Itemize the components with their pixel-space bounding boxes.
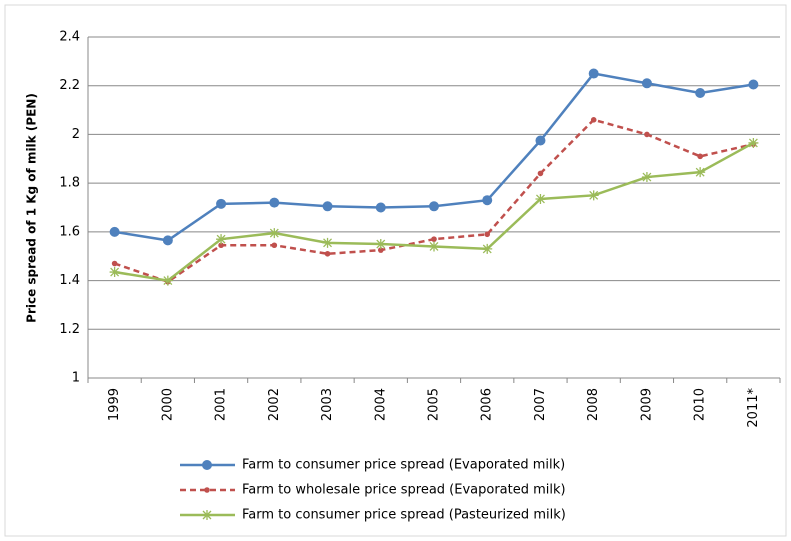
- point-marker: [322, 237, 333, 248]
- legend-marker: [202, 510, 212, 520]
- point-marker: [588, 190, 599, 201]
- point-marker: [271, 242, 278, 249]
- point-marker: [111, 260, 118, 267]
- x-tick-label: 1999: [107, 388, 122, 421]
- point-marker: [641, 78, 652, 89]
- point-marker: [216, 198, 227, 209]
- x-tick-label: 2004: [373, 388, 388, 421]
- point-marker: [429, 201, 439, 212]
- point-marker: [482, 195, 493, 206]
- point-marker: [216, 234, 227, 245]
- point-marker: [748, 137, 759, 148]
- point-marker: [588, 68, 599, 79]
- point-marker: [695, 88, 706, 99]
- legend-label: Farm to wholesale price spread (Evaporat…: [242, 483, 566, 498]
- point-marker: [429, 241, 439, 252]
- point-marker: [641, 172, 652, 183]
- point-marker: [162, 235, 173, 246]
- point-marker: [377, 247, 384, 253]
- x-tick-label: 2007: [533, 388, 548, 421]
- point-marker: [375, 202, 386, 213]
- point-marker: [324, 250, 331, 257]
- point-marker: [109, 267, 120, 278]
- point-marker: [218, 242, 224, 249]
- x-tick-label: 2010: [693, 388, 708, 421]
- point-marker: [482, 243, 493, 254]
- chart-frame: [4, 4, 787, 537]
- x-tick-label: 2011*: [746, 388, 761, 428]
- point-marker: [535, 193, 546, 204]
- y-tick-label: 2: [72, 127, 80, 142]
- y-tick-label: 2.4: [59, 30, 80, 45]
- x-tick-label: 2000: [160, 388, 175, 421]
- point-marker: [535, 135, 546, 146]
- x-tick-label: 2009: [639, 388, 654, 421]
- point-marker: [695, 167, 706, 178]
- x-tick-label: 2002: [267, 388, 282, 421]
- y-tick-label: 2.2: [59, 78, 80, 93]
- y-tick-label: 1: [72, 371, 80, 386]
- x-tick-label: 2008: [586, 388, 601, 421]
- point-marker: [644, 131, 650, 138]
- point-marker: [269, 228, 280, 239]
- legend-label: Farm to consumer price spread (Evaporate…: [242, 458, 565, 473]
- x-tick-label: 2006: [480, 388, 495, 421]
- y-tick-label: 1.4: [59, 273, 80, 288]
- point-marker: [748, 79, 759, 90]
- legend-label: Farm to consumer price spread (Pasteuriz…: [242, 508, 566, 523]
- point-marker: [431, 236, 437, 242]
- point-marker: [269, 197, 280, 208]
- point-marker: [697, 153, 703, 160]
- point-marker: [484, 231, 491, 238]
- y-tick-label: 1.8: [59, 176, 80, 191]
- point-marker: [590, 117, 597, 123]
- x-tick-label: 2003: [320, 388, 335, 421]
- x-tick-label: 2001: [214, 388, 229, 421]
- point-marker: [322, 201, 333, 212]
- point-marker: [537, 170, 544, 177]
- legend-marker: [202, 460, 212, 470]
- y-axis-label: Price spread of 1 Kg of milk (PEN): [25, 93, 39, 323]
- legend-marker: [204, 487, 210, 493]
- point-marker: [162, 275, 173, 286]
- x-tick-label: 2005: [427, 388, 442, 421]
- y-tick-label: 1.6: [59, 224, 80, 239]
- point-marker: [109, 226, 120, 237]
- y-tick-label: 1.2: [59, 322, 80, 337]
- point-marker: [375, 239, 386, 250]
